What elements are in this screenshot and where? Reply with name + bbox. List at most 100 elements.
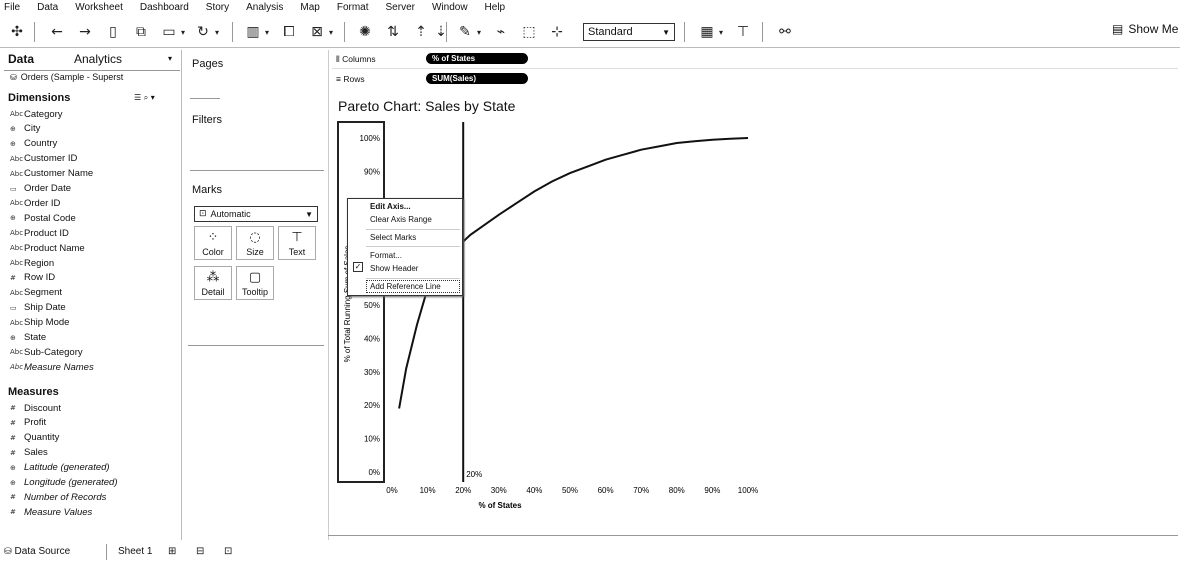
run-update-dropdown-icon[interactable]: ▾ (264, 27, 269, 37)
field-city[interactable]: ⊕ City (10, 122, 40, 136)
clear-sheet-icon[interactable]: ⊠ (311, 24, 323, 40)
group-dropdown-icon[interactable]: ▾ (476, 27, 481, 37)
field-label: Product Name (24, 242, 85, 254)
tableau-logo-icon[interactable]: ✣ (11, 24, 23, 40)
share-icon[interactable]: ⚯ (779, 24, 791, 40)
field-ship-mode[interactable]: Abc Ship Mode (10, 316, 69, 330)
tooltip-button[interactable]: ▢ Tooltip (236, 266, 274, 300)
field-row-id[interactable]: # Row ID (10, 271, 55, 285)
text-button[interactable]: ⊤ Text (278, 226, 316, 260)
menu-item-format[interactable]: Format... (370, 251, 403, 260)
field-category[interactable]: Abc Category (10, 107, 63, 121)
new-worksheet-icon[interactable]: ▭ (162, 24, 176, 40)
text-label: Text (288, 247, 306, 257)
menu-worksheet[interactable]: Worksheet (75, 1, 123, 13)
presentation-icon[interactable]: ⊤ (736, 24, 750, 40)
pin-icon[interactable]: ⊹ (551, 24, 563, 40)
duplicate-icon[interactable]: ⧠ (283, 24, 295, 40)
tab-data[interactable]: Data (8, 52, 35, 66)
find-field-icon[interactable]: ☰ ⌕ ▾ (134, 93, 155, 102)
chart-title: Pareto Chart: Sales by State (338, 98, 516, 114)
field-order-date[interactable]: ▭ Order Date (10, 182, 71, 196)
menu-item-show-header[interactable]: Show Header (370, 264, 419, 273)
new-worksheet-tab-icon[interactable]: ⊞ (168, 546, 177, 557)
datasource-item[interactable]: ⛁ Orders (Sample - Superst (10, 72, 123, 82)
undo-icon[interactable]: ← (51, 24, 63, 40)
save-icon[interactable]: ▯ (109, 24, 117, 40)
sort-ascending-icon[interactable]: ⇡ (415, 24, 427, 40)
field-order-id[interactable]: Abc Order ID (10, 196, 60, 210)
field-profit[interactable]: # Profit (10, 416, 46, 430)
sort-descending-icon[interactable]: ⇣ (435, 24, 447, 40)
columns-pill[interactable]: % of States (426, 53, 528, 64)
new-worksheet-dropdown-icon[interactable]: ▾ (180, 27, 185, 37)
field-customer-id[interactable]: Abc Customer ID (10, 152, 77, 166)
sheet-tab[interactable]: Sheet 1 (118, 546, 152, 557)
refresh-dropdown-icon[interactable]: ▾ (214, 27, 219, 37)
show-cards-icon[interactable]: ▦ (700, 24, 714, 40)
label-icon[interactable]: ⌁ (496, 24, 506, 40)
field-number-of-records[interactable]: # Number of Records (10, 490, 106, 504)
menu-story[interactable]: Story (205, 1, 230, 13)
menu-item-clear-axis-range[interactable]: Clear Axis Range (370, 215, 432, 224)
size-button[interactable]: ◌ Size (236, 226, 274, 260)
datasource-tab[interactable]: ⛁ Data Source (4, 546, 70, 557)
menu-help[interactable]: Help (484, 1, 506, 13)
field-measure-values[interactable]: # Measure Values (10, 505, 92, 519)
field-type-icon: Abc (10, 244, 24, 253)
new-dashboard-tab-icon[interactable]: ⊟ (196, 546, 205, 557)
rows-pill[interactable]: SUM(Sales) (426, 73, 528, 84)
add-datasource-icon[interactable]: ⧉ (136, 24, 146, 40)
field-customer-name[interactable]: Abc Customer Name (10, 167, 93, 181)
field-longitude-generated[interactable]: ⊕ Longitude (generated) (10, 476, 118, 490)
field-segment[interactable]: Abc Segment (10, 286, 62, 300)
pages-drop-area[interactable] (190, 98, 220, 99)
menu-analysis[interactable]: Analysis (246, 1, 284, 13)
show-me-button[interactable]: ▤ Show Me (1112, 22, 1178, 36)
menu-dashboard[interactable]: Dashboard (139, 1, 189, 13)
field-sub-category[interactable]: Abc Sub-Category (10, 345, 83, 359)
menu-map[interactable]: Map (300, 1, 320, 13)
filters-drop-area[interactable] (190, 170, 324, 171)
run-update-icon[interactable]: ▥ (246, 24, 260, 40)
menu-file[interactable]: File (4, 1, 21, 13)
chevron-down-icon[interactable]: ▾ (168, 54, 173, 63)
field-product-id[interactable]: Abc Product ID (10, 226, 69, 240)
marks-type-select[interactable]: ⊡ Automatic ▼ (194, 206, 318, 222)
tab-analytics[interactable]: Analytics (74, 52, 123, 66)
menu-data[interactable]: Data (37, 1, 59, 13)
highlight-icon[interactable]: ✺ (359, 24, 371, 40)
refresh-icon[interactable]: ↻ (197, 24, 209, 40)
menu-item-add-reference-line[interactable]: Add Reference Line (370, 282, 441, 291)
menu-server[interactable]: Server (385, 1, 415, 13)
menu-item-select-marks[interactable]: Select Marks (370, 233, 417, 242)
field-sales[interactable]: # Sales (10, 446, 48, 460)
clear-sheet-dropdown-icon[interactable]: ▾ (328, 27, 333, 37)
field-discount[interactable]: # Discount (10, 401, 61, 415)
detail-button[interactable]: ⁂ Detail (194, 266, 232, 300)
divider (4, 70, 180, 71)
redo-icon[interactable]: → (79, 24, 91, 40)
menu-format[interactable]: Format (336, 1, 369, 13)
chevron-down-icon: ▼ (305, 209, 313, 219)
menu-window[interactable]: Window (431, 1, 468, 13)
field-state[interactable]: ⊕ State (10, 331, 46, 345)
swap-icon[interactable]: ⇅ (387, 24, 399, 40)
group-icon[interactable]: ✎ (459, 24, 471, 40)
fix-axes-icon[interactable]: ⬚ (522, 24, 536, 40)
field-product-name[interactable]: Abc Product Name (10, 241, 85, 255)
field-country[interactable]: ⊕ Country (10, 137, 57, 151)
field-measure-names[interactable]: Abc Measure Names (10, 360, 94, 374)
field-latitude-generated[interactable]: ⊕ Latitude (generated) (10, 461, 110, 475)
field-ship-date[interactable]: ▭ Ship Date (10, 301, 66, 315)
field-postal-code[interactable]: ⊕ Postal Code (10, 211, 76, 225)
field-region[interactable]: Abc Region (10, 256, 54, 270)
text-icon: ⊤ (291, 230, 303, 245)
show-cards-dropdown-icon[interactable]: ▾ (718, 27, 723, 37)
new-story-tab-icon[interactable]: ⊡ (224, 546, 233, 557)
menu-item-edit-axis[interactable]: Edit Axis... (370, 202, 411, 211)
field-label: City (24, 123, 41, 135)
color-button[interactable]: ⁘ Color (194, 226, 232, 260)
field-quantity[interactable]: # Quantity (10, 431, 59, 445)
fit-select[interactable]: Standard ▼ (583, 23, 675, 41)
